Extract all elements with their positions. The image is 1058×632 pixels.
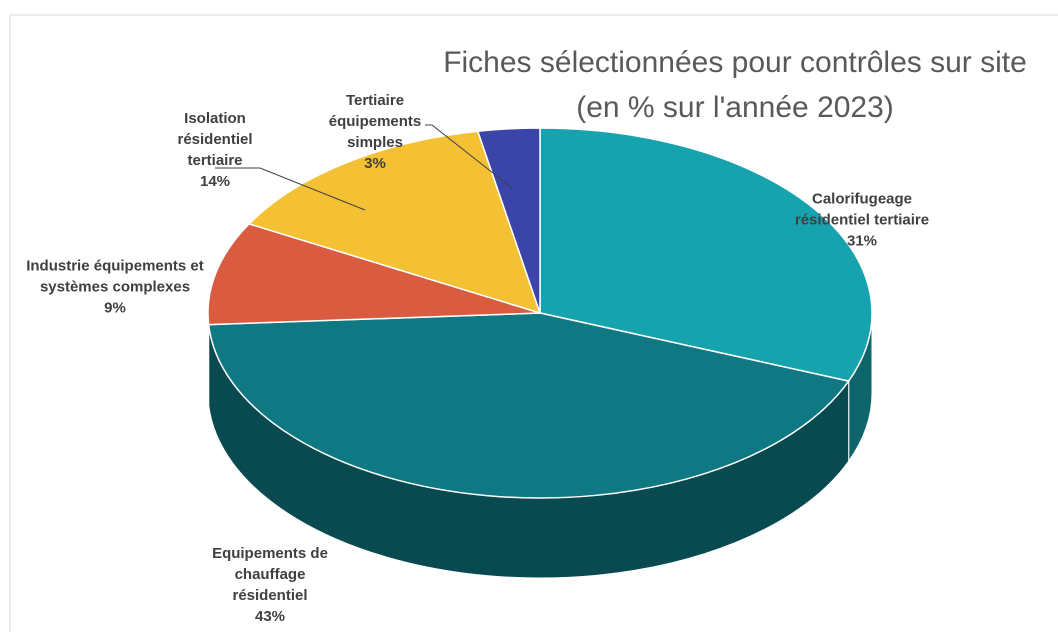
slice xyxy=(539,127,873,382)
category-label: Equipements de chauffage résidentiel xyxy=(212,545,328,604)
chart-title: Fiches sélectionnées pour contrôles sur … xyxy=(443,46,1027,79)
value-label: 43% xyxy=(254,608,286,625)
slice xyxy=(476,127,541,314)
slice xyxy=(207,223,541,326)
leader-line xyxy=(425,124,513,189)
data-label: Calorifugeage résidentiel tertiaire 31% xyxy=(787,189,937,252)
value-label: 9% xyxy=(104,299,126,317)
category-label: Calorifugeage résidentiel tertiaire xyxy=(794,190,930,229)
chart-subtitle: (en % sur l'année 2023) xyxy=(576,91,894,124)
data-label: Equipements de chauffage résidentiel 43% xyxy=(195,543,345,627)
category-label: Industrie équipements et systèmes comple… xyxy=(26,257,204,296)
slice xyxy=(207,312,850,499)
category-label: Isolation résidentiel tertiaire xyxy=(177,110,253,169)
pie xyxy=(207,127,873,579)
data-label: Industrie équipements et systèmes comple… xyxy=(15,256,215,319)
value-label: 31% xyxy=(846,232,878,250)
value-label: 14% xyxy=(199,173,231,190)
leader-line xyxy=(215,167,366,211)
value-label: 3% xyxy=(364,155,386,172)
category-label: Tertiaire équipements simples xyxy=(328,92,422,151)
data-label: Tertiaire équipements simples 3% xyxy=(315,90,435,174)
data-label: Isolation résidentiel tertiaire 14% xyxy=(155,108,275,192)
slice xyxy=(247,130,542,315)
